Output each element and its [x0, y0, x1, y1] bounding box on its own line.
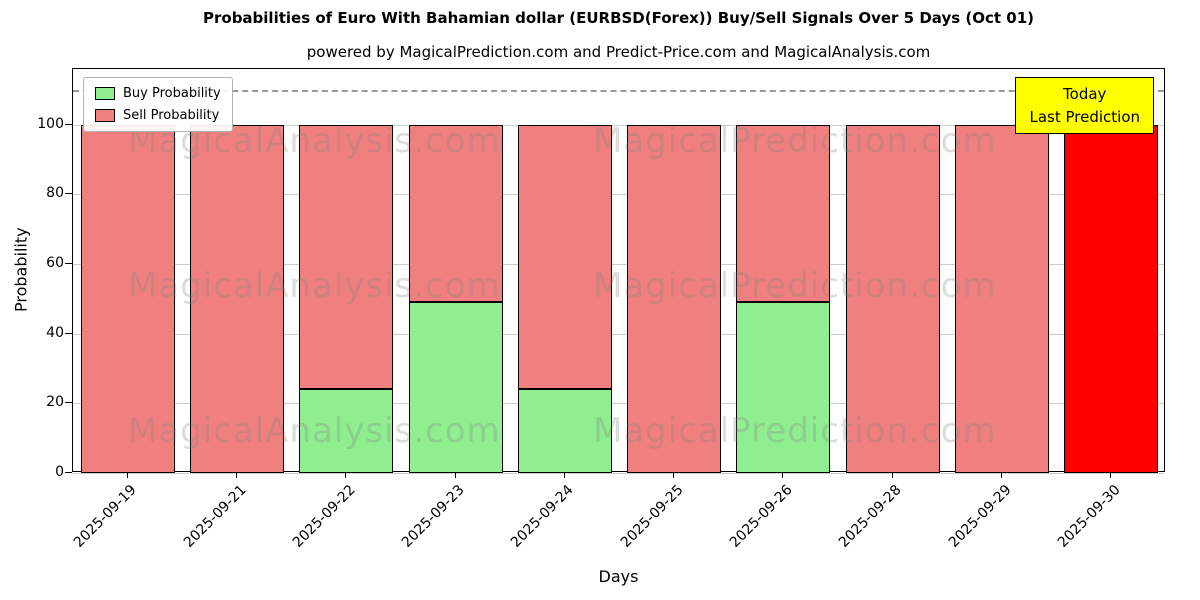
chart-subtitle: powered by MagicalPrediction.com and Pre…: [306, 43, 931, 61]
x-tick-label: 2025-09-19: [71, 482, 140, 551]
y-tick-mark: [65, 402, 72, 404]
y-tick-label: 20: [46, 394, 64, 411]
gridline: [73, 333, 1164, 335]
sell-swatch-icon: [95, 109, 115, 122]
x-tick-mark: [345, 472, 347, 478]
legend-label-sell: Sell Probability: [123, 108, 220, 123]
x-tick-mark: [454, 472, 456, 478]
y-tick-label: 80: [46, 185, 64, 202]
x-tick-mark: [1001, 472, 1003, 478]
bar-buy-segment: [299, 389, 394, 473]
gridline: [73, 264, 1164, 266]
bar-buy-segment: [736, 302, 831, 473]
bar-buy-segment: [517, 389, 612, 473]
chart-title: Probabilities of Euro With Bahamian doll…: [203, 9, 1034, 27]
today-annotation: Today Last Prediction: [1015, 77, 1154, 134]
y-tick-label: 0: [55, 464, 64, 480]
today-annotation-line2: Last Prediction: [1029, 107, 1140, 126]
x-tick-mark: [126, 472, 128, 478]
bar-sell-segment: [299, 124, 394, 390]
watermark-text: MagicalPrediction.com: [593, 121, 997, 161]
x-tick-mark: [891, 472, 893, 478]
x-tick-mark: [563, 472, 565, 478]
bar-sell-segment: [189, 124, 284, 473]
today-annotation-line1: Today: [1063, 85, 1107, 103]
watermark-text: MagicalAnalysis.com: [128, 411, 501, 451]
gridline: [73, 124, 1164, 126]
x-tick-label: 2025-09-26: [726, 482, 796, 551]
watermark-text: MagicalAnalysis.com: [128, 266, 501, 306]
threshold-line: [73, 89, 1164, 92]
x-tick-mark: [673, 472, 675, 478]
bar-sell-segment: [1064, 124, 1159, 473]
x-tick-label: 2025-09-21: [180, 482, 250, 551]
legend-item-buy: Buy Probability: [95, 86, 221, 101]
y-tick-label: 60: [46, 255, 64, 272]
bar-sell-segment: [408, 124, 503, 303]
y-tick-mark: [65, 193, 72, 195]
bar-sell-segment: [955, 124, 1050, 473]
legend: Buy Probability Sell Probability: [83, 77, 233, 132]
watermark-text: MagicalPrediction.com: [593, 411, 997, 451]
y-tick-mark: [65, 472, 72, 473]
x-axis-label: Days: [598, 567, 639, 586]
y-tick-mark: [65, 332, 72, 334]
x-tick-label: 2025-09-22: [289, 482, 359, 551]
gridline: [73, 194, 1164, 196]
bar-sell-segment: [517, 124, 612, 390]
gridline: [73, 403, 1164, 405]
plot-area: Buy Probability Sell Probability Today L…: [72, 68, 1165, 474]
x-tick-label: 2025-09-24: [508, 482, 578, 551]
y-tick-mark: [65, 123, 72, 125]
x-tick-label: 2025-09-30: [1054, 482, 1124, 551]
y-tick-label: 40: [46, 324, 64, 341]
gridline: [73, 473, 1164, 474]
bar-sell-segment: [627, 124, 722, 473]
x-tick-mark: [1110, 472, 1112, 478]
legend-item-sell: Sell Probability: [95, 108, 221, 123]
x-tick-label: 2025-09-29: [945, 482, 1015, 551]
legend-label-buy: Buy Probability: [123, 86, 221, 101]
x-tick-label: 2025-09-28: [836, 482, 906, 551]
watermark-text: MagicalPrediction.com: [593, 266, 997, 306]
bar-buy-segment: [408, 302, 503, 473]
bar-sell-segment: [736, 124, 831, 303]
y-tick-label: 100: [37, 115, 64, 132]
x-tick-label: 2025-09-25: [617, 482, 687, 551]
buy-swatch-icon: [95, 87, 115, 100]
x-tick-mark: [782, 472, 784, 478]
y-tick-mark: [65, 263, 72, 265]
x-tick-mark: [235, 472, 237, 478]
x-tick-label: 2025-09-23: [399, 482, 468, 551]
